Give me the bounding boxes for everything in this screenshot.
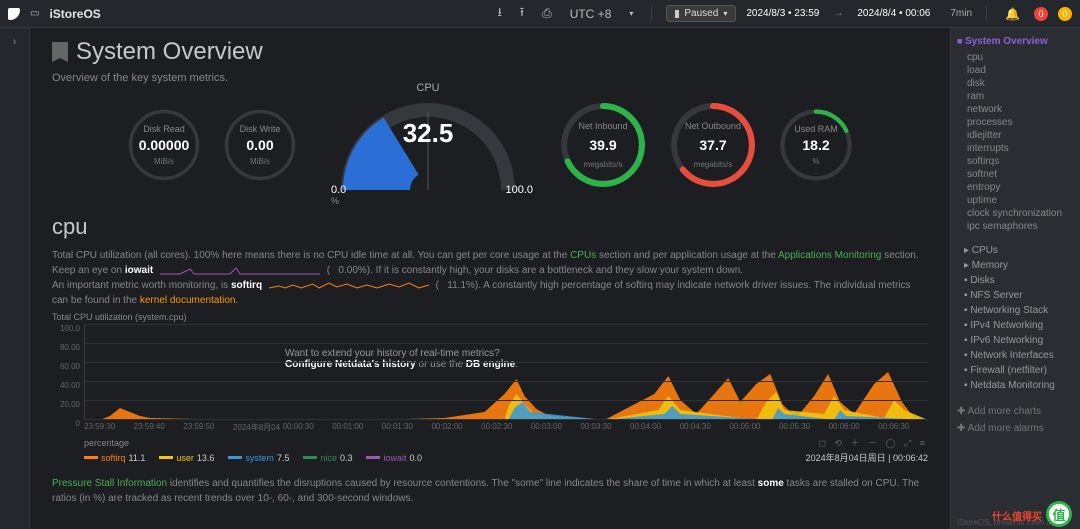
play-pause-button[interactable]: Paused ▾ [666, 5, 736, 22]
expand-sidebar-icon[interactable]: › [0, 36, 29, 48]
bookmark-icon [52, 42, 68, 62]
nav-sub-processes[interactable]: processes [957, 116, 1074, 129]
nav-sub-interrupts[interactable]: interrupts [957, 142, 1074, 155]
sparkline-softirq [269, 280, 429, 290]
link-cpus[interactable]: CPUs [570, 250, 596, 261]
alert-badge-warning[interactable]: 0 [1058, 7, 1072, 21]
chart-legend-top: percentage ◻ ⟲ ＋ － ◯ ⤢ ≡ [52, 436, 928, 449]
gauge-disk-write[interactable]: Disk Write 0.00 MiB/s [217, 102, 303, 188]
gauge-used-ram[interactable]: Used RAM 18.2 % [773, 102, 859, 188]
paused-label: Paused [684, 8, 718, 19]
gauge-net-inbound[interactable]: Net Inbound 39.9 megabits/s [553, 95, 653, 195]
nav-section-cpus[interactable]: ▸ CPUs [957, 243, 1074, 258]
nav-section-network-interfaces[interactable]: ▪ Network Interfaces [957, 348, 1074, 363]
nav-sub-load[interactable]: load [957, 64, 1074, 77]
timezone-select[interactable]: UTC +8 [566, 5, 616, 23]
chart-controls[interactable]: ◻ ⟲ ＋ － ◯ ⤢ ≡ [818, 436, 928, 449]
add-more-charts[interactable]: ✚ Add more charts [957, 403, 1074, 420]
gauge-row: Disk Read 0.00000 MiB/s Disk Write 0.00 … [52, 90, 928, 200]
legend-nice[interactable]: nice 0.3 [303, 453, 352, 463]
pressure-description: Pressure Stall Information identifies an… [52, 476, 928, 506]
nav-section-ipv6-networking[interactable]: ▪ IPv6 Networking [957, 333, 1074, 348]
gauge-cpu[interactable]: CPU 32.5 0.0 100.0 % [313, 90, 543, 200]
arrow-right-icon: → [833, 8, 843, 19]
host-icon: ▭ [30, 8, 39, 19]
time-from[interactable]: 2024/8/3 • 23:59 [746, 8, 819, 19]
sparkline-iowait [160, 265, 320, 275]
download-icon[interactable]: ⭳ [494, 1, 506, 26]
print-icon[interactable]: ⎙ [538, 4, 556, 23]
nav-sub-softnet[interactable]: softnet [957, 168, 1074, 181]
alert-badge-critical[interactable]: 0 [1034, 7, 1048, 21]
main-content: System Overview Overview of the key syst… [30, 28, 950, 529]
nav-section-ipv4-networking[interactable]: ▪ IPv4 Networking [957, 318, 1074, 333]
percent-label: % [331, 196, 339, 206]
section-heading-cpu: cpu [52, 214, 928, 240]
topbar: ▭ iStoreOS ⭳ ⭱ ⎙ UTC +8 ▾ Paused ▾ 2024/… [0, 0, 1080, 28]
chevron-down-icon: ▾ [723, 9, 727, 18]
chart-legend: softirq 11.1 user 13.6 system 7.5 nice 0.3 i… [52, 451, 928, 464]
nav-section-nfs-server[interactable]: ▪ NFS Server [957, 288, 1074, 303]
chart-title: Total CPU utilization (system.cpu) [52, 312, 928, 322]
nav-section-firewall-netfilter-[interactable]: ▪ Firewall (netfilter) [957, 363, 1074, 378]
gauge-net-outbound[interactable]: Net Outbound 37.7 megabits/s [663, 95, 763, 195]
nav-footer: iStoreOS, presents them in [957, 518, 1074, 527]
link-pressure-stall[interactable]: Pressure Stall Information [52, 478, 167, 489]
upload-icon[interactable]: ⭱ [516, 1, 528, 26]
cpu-description: Total CPU utilization (all cores). 100% … [52, 248, 928, 308]
cpu-chart[interactable]: 100.080.0060.0040.0020.000 Want to exten… [52, 324, 928, 434]
nav-sub-entropy[interactable]: entropy [957, 181, 1074, 194]
right-nav: System Overview cpuloaddiskramnetworkpro… [950, 28, 1080, 529]
nav-head-system-overview[interactable]: System Overview [957, 36, 1074, 47]
bell-icon[interactable]: 🔔 [1001, 5, 1024, 23]
nav-sub-ram[interactable]: ram [957, 90, 1074, 103]
hostname[interactable]: iStoreOS [49, 7, 100, 21]
nav-sub-ipc-semaphores[interactable]: ipc semaphores [957, 220, 1074, 233]
nav-sub-softirqs[interactable]: softirqs [957, 155, 1074, 168]
logo-icon [8, 8, 20, 20]
add-more-alarms[interactable]: ✚ Add more alarms [957, 420, 1074, 437]
nav-sub-uptime[interactable]: uptime [957, 194, 1074, 207]
nav-sub-clock-synchronization[interactable]: clock synchronization [957, 207, 1074, 220]
chart-overlay-text: Want to extend your history of real-time… [285, 348, 518, 370]
left-sidebar: › [0, 28, 30, 529]
time-duration: 7min [950, 8, 972, 19]
nav-sub-cpu[interactable]: cpu [957, 51, 1074, 64]
pause-icon [675, 10, 679, 18]
timezone-caret-icon[interactable]: ▾ [625, 7, 637, 20]
link-apps-monitoring[interactable]: Applications Monitoring [778, 250, 881, 261]
nav-section-netdata-monitoring[interactable]: ▪ Netdata Monitoring [957, 378, 1074, 393]
legend-iowait[interactable]: iowait 0.0 [366, 453, 422, 463]
nav-sub-disk[interactable]: disk [957, 77, 1074, 90]
nav-section-networking-stack[interactable]: ▪ Networking Stack [957, 303, 1074, 318]
nav-sub-idlejitter[interactable]: idlejitter [957, 129, 1074, 142]
nav-section-disks[interactable]: ▪ Disks [957, 273, 1074, 288]
legend-system[interactable]: system 7.5 [228, 453, 289, 463]
time-to[interactable]: 2024/8/4 • 00:06 [857, 8, 930, 19]
gauge-disk-read[interactable]: Disk Read 0.00000 MiB/s [121, 102, 207, 188]
link-kernel-docs[interactable]: kernel documentation [140, 295, 236, 306]
legend-softirq[interactable]: softirq 11.1 [84, 453, 145, 463]
nav-sub-network[interactable]: network [957, 103, 1074, 116]
legend-date: 2024年8月04日周日 | 00:06:42 [806, 451, 928, 464]
page-title: System Overview [52, 38, 928, 66]
nav-section-memory[interactable]: ▸ Memory [957, 258, 1074, 273]
legend-user[interactable]: user 13.6 [159, 453, 214, 463]
